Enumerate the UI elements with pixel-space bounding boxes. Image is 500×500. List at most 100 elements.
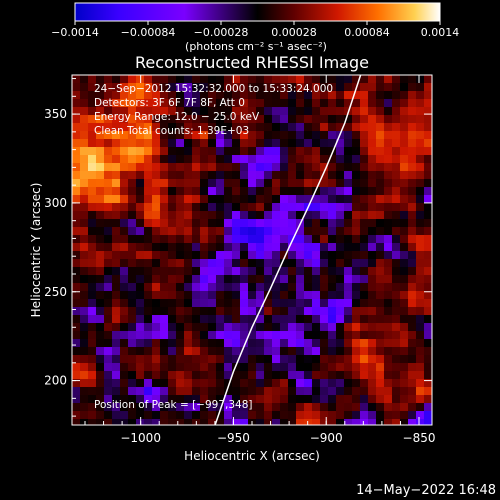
heatmap-cell xyxy=(112,211,121,220)
heatmap-cell xyxy=(96,131,105,140)
heatmap-cell xyxy=(136,179,145,188)
heatmap-cell xyxy=(248,299,257,308)
heatmap-cell xyxy=(96,147,105,156)
heatmap-cell xyxy=(344,131,353,140)
heatmap-cell xyxy=(200,107,209,116)
heatmap-cell xyxy=(288,411,297,420)
heatmap-cell xyxy=(104,267,113,276)
heatmap-cell xyxy=(184,355,193,364)
heatmap-cell xyxy=(320,331,329,340)
heatmap-cell xyxy=(312,211,321,220)
heatmap-cell xyxy=(160,251,169,260)
heatmap-cell xyxy=(200,179,209,188)
heatmap-cell xyxy=(416,251,425,260)
heatmap-cell xyxy=(400,243,409,252)
heatmap-cell xyxy=(392,75,401,84)
heatmap-cell xyxy=(392,147,401,156)
heatmap-cell xyxy=(208,411,217,420)
heatmap-cell xyxy=(104,115,113,124)
heatmap-cell xyxy=(256,419,265,425)
heatmap-cell xyxy=(128,403,137,412)
heatmap-cell xyxy=(96,395,105,404)
heatmap-cell xyxy=(328,267,337,276)
heatmap-cell xyxy=(368,131,377,140)
heatmap-cell xyxy=(200,339,209,348)
heatmap-cell xyxy=(256,347,265,356)
heatmap-cell xyxy=(120,91,129,100)
heatmap-cell xyxy=(360,195,369,204)
heatmap-cell xyxy=(152,115,161,124)
heatmap-cell xyxy=(160,411,169,420)
heatmap-cell xyxy=(376,155,385,164)
heatmap-cell xyxy=(408,275,417,284)
heatmap-cell xyxy=(304,187,313,196)
heatmap-cell xyxy=(224,147,233,156)
heatmap-cell xyxy=(208,259,217,268)
heatmap-cell xyxy=(80,123,89,132)
heatmap-cell xyxy=(280,403,289,412)
heatmap-cell xyxy=(328,179,337,188)
heatmap-cell xyxy=(288,171,297,180)
heatmap-cell xyxy=(312,291,321,300)
heatmap-cell xyxy=(120,299,129,308)
heatmap-cell xyxy=(400,211,409,220)
heatmap-cell xyxy=(112,123,121,132)
heatmap-cell xyxy=(304,339,313,348)
heatmap-cell xyxy=(272,395,281,404)
heatmap-cell xyxy=(416,403,425,412)
heatmap-cell xyxy=(248,107,257,116)
heatmap-cell xyxy=(232,403,241,412)
heatmap-cell xyxy=(416,275,425,284)
heatmap-cell xyxy=(280,323,289,332)
heatmap-cell xyxy=(344,331,353,340)
heatmap-cell xyxy=(288,251,297,260)
heatmap-cell xyxy=(136,395,145,404)
heatmap-cell xyxy=(384,211,393,220)
heatmap-cell xyxy=(384,99,393,108)
heatmap-cell xyxy=(384,163,393,172)
heatmap-cell xyxy=(208,83,217,92)
heatmap-cell xyxy=(408,155,417,164)
heatmap-cell xyxy=(232,315,241,324)
heatmap-cell xyxy=(160,347,169,356)
heatmap-cell xyxy=(320,163,329,172)
heatmap-cell xyxy=(136,315,145,324)
heatmap-cell xyxy=(408,411,417,420)
heatmap-cell xyxy=(232,179,241,188)
heatmap-cell xyxy=(184,179,193,188)
heatmap-cell xyxy=(208,363,217,372)
heatmap-cell xyxy=(112,387,121,396)
heatmap-cell xyxy=(152,195,161,204)
heatmap-cell xyxy=(248,155,257,164)
heatmap-cell xyxy=(376,259,385,268)
heatmap-cell xyxy=(304,147,313,156)
heatmap-cell xyxy=(376,171,385,180)
heatmap-cell xyxy=(240,323,249,332)
heatmap-cell xyxy=(240,403,249,412)
heatmap-cell xyxy=(264,251,273,260)
heatmap-cell xyxy=(112,275,121,284)
heatmap-cell xyxy=(104,323,113,332)
heatmap-cell xyxy=(288,179,297,188)
heatmap-cell xyxy=(112,323,121,332)
heatmap-cell xyxy=(112,331,121,340)
heatmap-cell xyxy=(424,275,432,284)
heatmap-cell xyxy=(72,163,81,172)
heatmap-cell xyxy=(408,315,417,324)
heatmap-cell xyxy=(400,331,409,340)
heatmap-cell xyxy=(192,131,201,140)
heatmap-cell xyxy=(384,227,393,236)
heatmap-cell xyxy=(344,251,353,260)
heatmap-cell xyxy=(168,355,177,364)
heatmap-cell xyxy=(256,171,265,180)
heatmap-cell xyxy=(272,331,281,340)
heatmap-cell xyxy=(400,283,409,292)
heatmap-cell xyxy=(312,235,321,244)
heatmap-cell xyxy=(208,99,217,108)
heatmap-cell xyxy=(336,243,345,252)
heatmap-cell xyxy=(216,99,225,108)
heatmap-cell xyxy=(376,323,385,332)
heatmap-cell xyxy=(248,227,257,236)
heatmap-cell xyxy=(408,307,417,316)
heatmap-cell xyxy=(240,251,249,260)
